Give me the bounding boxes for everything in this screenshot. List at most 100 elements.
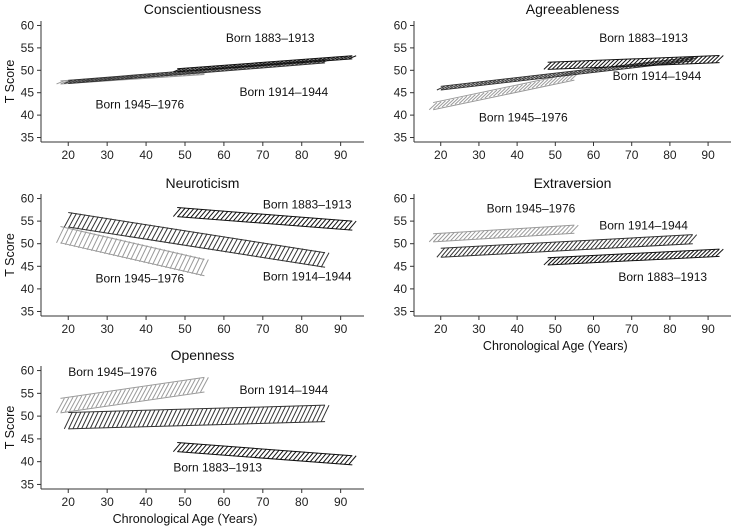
hatch-mark bbox=[198, 66, 207, 71]
hatch-mark bbox=[251, 406, 260, 424]
x-tick-label: 40 bbox=[510, 322, 524, 336]
panel-title: Neuroticism bbox=[166, 175, 240, 191]
y-tick-label: 45 bbox=[394, 86, 408, 100]
y-tick-label: 60 bbox=[394, 18, 408, 32]
hatch-mark bbox=[156, 249, 166, 267]
x-tick-label: 80 bbox=[295, 322, 309, 336]
band-upper-edge bbox=[440, 56, 693, 87]
hatch-mark bbox=[69, 396, 78, 412]
hatch-mark bbox=[681, 250, 691, 259]
hatch-mark bbox=[73, 230, 83, 248]
hatch-mark bbox=[534, 242, 544, 253]
x-tick-label: 80 bbox=[295, 495, 309, 509]
band-upper-edge bbox=[60, 226, 205, 261]
hatch-mark bbox=[466, 82, 475, 88]
hatch-mark bbox=[72, 213, 82, 229]
hatch-mark bbox=[285, 405, 295, 423]
hatch-mark bbox=[181, 67, 190, 72]
hatch-mark bbox=[146, 73, 156, 78]
y-tick-label: 40 bbox=[21, 108, 35, 122]
hatch-mark bbox=[466, 246, 475, 256]
hatch-mark bbox=[577, 255, 586, 264]
hatch-mark bbox=[215, 210, 225, 221]
hatch-mark bbox=[195, 377, 205, 393]
hatch-mark bbox=[159, 227, 169, 243]
hatch-mark bbox=[138, 386, 148, 402]
hatch-mark bbox=[309, 217, 319, 228]
hatch-mark bbox=[343, 455, 353, 465]
hatch-mark bbox=[497, 87, 506, 96]
hatch-mark bbox=[185, 67, 195, 72]
hatch-mark bbox=[523, 227, 532, 237]
hatch-mark bbox=[224, 407, 234, 425]
band-upper-edge bbox=[547, 248, 720, 259]
y-tick-label: 40 bbox=[394, 108, 408, 122]
hatch-mark bbox=[90, 234, 100, 252]
hatch-mark bbox=[72, 412, 82, 429]
x-tick-label: 20 bbox=[62, 495, 76, 509]
hatch-mark bbox=[130, 387, 140, 403]
hatch-mark bbox=[556, 61, 565, 70]
hatch-mark bbox=[94, 411, 104, 429]
hatch-mark bbox=[133, 74, 142, 79]
band-upper-edge bbox=[68, 404, 326, 413]
hatch-mark bbox=[104, 391, 113, 407]
hatch-mark bbox=[142, 410, 151, 427]
hatch-mark bbox=[564, 241, 574, 251]
hatch-mark bbox=[543, 242, 552, 252]
hatch-mark bbox=[628, 237, 638, 248]
hatch-mark bbox=[316, 405, 326, 422]
hatch-mark bbox=[553, 76, 562, 85]
hatch-mark bbox=[177, 442, 186, 453]
hatch-mark bbox=[428, 233, 438, 243]
panel-title: Openness bbox=[171, 347, 235, 363]
hatch-mark bbox=[610, 59, 619, 68]
band-lower-edge bbox=[68, 226, 326, 268]
hatch-mark bbox=[294, 248, 304, 264]
hatch-mark bbox=[543, 257, 552, 266]
hatch-mark bbox=[450, 97, 459, 106]
hatch-mark bbox=[120, 221, 130, 237]
band-lower-edge bbox=[433, 232, 575, 243]
hatch-mark bbox=[279, 215, 289, 226]
hatch-mark bbox=[331, 454, 340, 464]
hatch-mark bbox=[339, 454, 349, 465]
hatch-mark bbox=[258, 448, 267, 459]
hatch-mark bbox=[224, 237, 234, 253]
hatch-mark bbox=[254, 448, 263, 459]
hatch-mark bbox=[245, 212, 255, 223]
hatch-mark bbox=[620, 238, 629, 248]
band-upper-edge bbox=[440, 234, 693, 249]
x-tick-label: 90 bbox=[334, 495, 348, 509]
hatch-mark bbox=[560, 61, 569, 70]
hatch-mark bbox=[551, 241, 561, 252]
y-axis-label: T Score bbox=[3, 406, 17, 450]
hatch-mark bbox=[266, 449, 276, 460]
hatch-mark bbox=[648, 57, 657, 66]
hatch-mark bbox=[656, 251, 665, 260]
band-upper-edge bbox=[177, 442, 353, 457]
hatch-mark bbox=[551, 61, 561, 70]
hatch-mark bbox=[635, 252, 645, 261]
hatch-mark bbox=[344, 55, 353, 60]
cohort-label: Born 1945–1976 bbox=[479, 110, 568, 124]
hatch-mark bbox=[156, 383, 166, 399]
hatch-mark bbox=[264, 243, 273, 259]
cohort-label: Born 1914–1944 bbox=[239, 383, 328, 397]
hatch-mark bbox=[108, 238, 118, 256]
hatch-mark bbox=[433, 233, 442, 242]
hatch-mark bbox=[572, 60, 582, 69]
hatch-mark bbox=[548, 77, 558, 86]
hatch-mark bbox=[301, 217, 310, 227]
hatch-mark bbox=[501, 228, 511, 238]
hatch-mark bbox=[450, 232, 459, 241]
hatch-mark bbox=[147, 384, 157, 400]
hatch-mark bbox=[190, 208, 199, 219]
hatch-mark bbox=[484, 230, 493, 239]
hatch-mark bbox=[602, 254, 611, 263]
hatch-mark bbox=[475, 230, 485, 240]
hatch-mark bbox=[517, 76, 526, 82]
hatch-mark bbox=[510, 228, 519, 238]
y-tick-label: 60 bbox=[21, 18, 35, 32]
hatch-mark bbox=[560, 256, 569, 265]
